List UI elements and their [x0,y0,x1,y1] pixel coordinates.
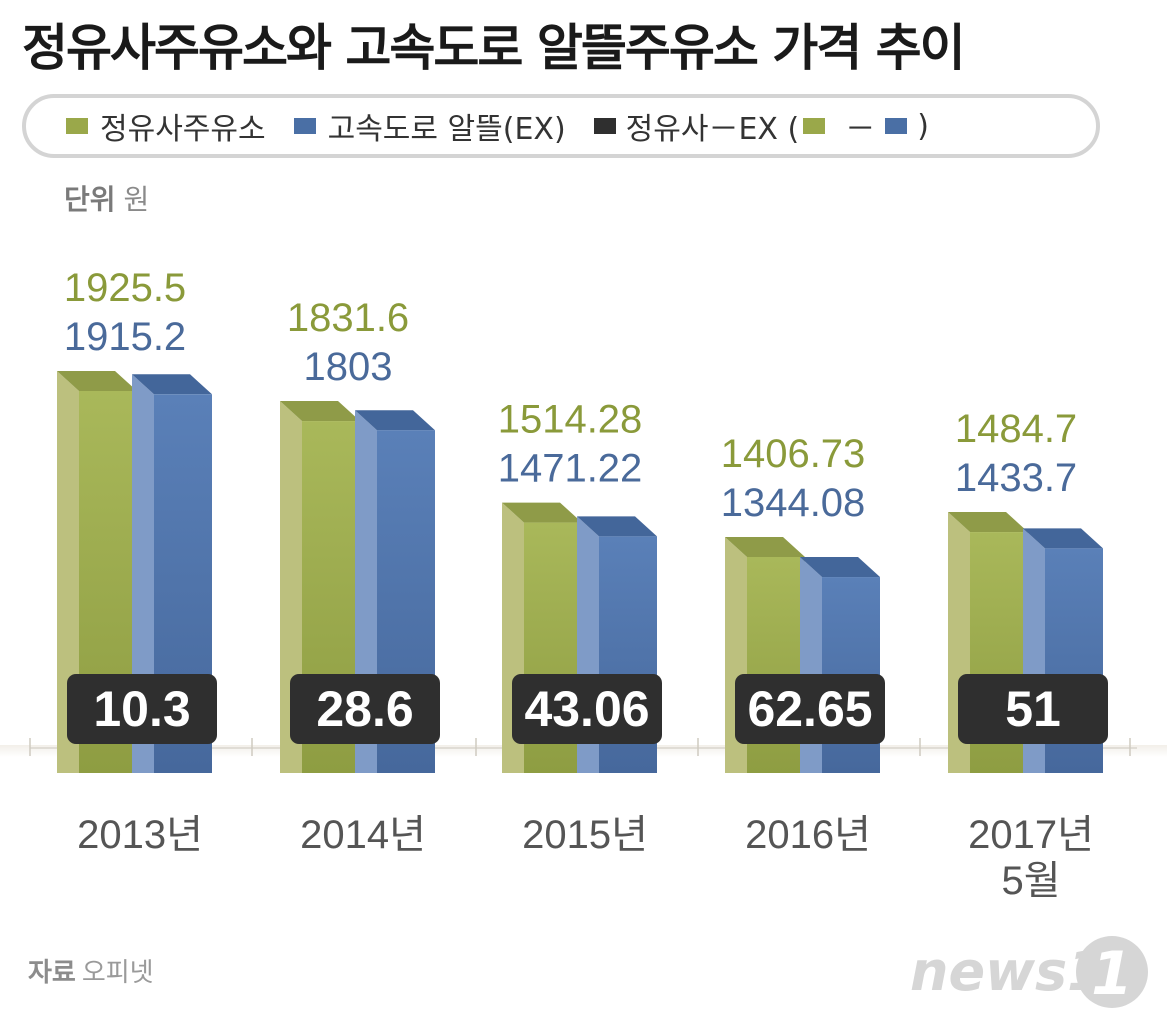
label-refinery-1: 1831.6 [287,296,409,340]
bar-refinery-1-top [280,401,360,422]
legend-swatch-difference [593,118,616,134]
legend-item-highway: 고속도로 알뜰(EX) [293,104,566,148]
diff-badge-3 [735,674,885,744]
bar-highway-2-top [577,516,657,537]
bar-refinery-3-top [725,537,805,557]
unit-label-value: 원 [123,183,150,216]
legend-mini-swatch-highway [885,118,908,134]
news1-logo-one: 1 [1091,939,1133,1009]
legend-swatch-refinery [66,118,88,134]
x-tick-label-4-0: 2017년 [968,813,1094,857]
diff-badge-2 [512,674,662,744]
bar-refinery-2-top [502,502,582,523]
legend-swatch-highway [293,118,316,134]
legend-label-highway: 고속도로 알뜰(EX) [327,112,566,147]
label-highway-2: 1471.22 [498,447,643,491]
x-tick-label-1: 2014년 [300,813,426,857]
diff-badge-0 [67,674,217,744]
bar-highway-4-top [1023,528,1103,549]
bar-highway-0-top [132,374,212,395]
x-tick-label-4-1: 5월 [1001,859,1060,903]
legend-close-paren: ) [917,108,929,144]
diff-label-4: 51 [1005,681,1061,737]
legend-item-difference: 정유사－EX ( － ) [593,104,929,148]
diff-label-0: 10.3 [93,681,190,737]
source-value: 오피넷 [81,958,154,988]
bar-highway-0-side [132,374,154,773]
unit-label: 단위 원 [64,178,149,218]
label-highway-0: 1915.2 [64,315,186,359]
legend-label-difference: 정유사－EX ( [625,112,800,147]
unit-label-title: 단위 [64,183,116,216]
label-highway-3: 1344.08 [721,481,866,525]
legend-minus-sign: － [845,112,876,147]
x-tick-label-2: 2015년 [522,813,648,857]
news1-logo-circle [1076,936,1148,1008]
diff-label-3: 62.65 [747,681,872,737]
legend: 정유사주유소 고속도로 알뜰(EX) 정유사－EX ( － ) [22,94,1100,158]
bar-refinery-0-side [57,371,79,773]
news1-logo: news1 1 [910,936,1148,1009]
label-refinery-3: 1406.73 [721,432,866,476]
diff-label-2: 43.06 [524,681,649,737]
diff-badge-4 [958,674,1108,744]
bar-refinery-0-top [57,371,137,391]
x-tick-label-0: 2013년 [77,813,203,857]
diff-label-1: 28.6 [316,681,413,737]
bar-refinery-4-top [948,512,1028,533]
legend-label-refinery: 정유사주유소 [100,112,266,147]
source-note: 자료 오피넷 [28,952,154,989]
x-tick-label-3: 2016년 [745,813,871,857]
news1-logo-text: news1 [910,940,1105,1003]
label-refinery-4: 1484.7 [955,407,1077,451]
diff-badge-1 [290,674,440,744]
label-refinery-2: 1514.28 [498,398,643,442]
label-highway-1: 1803 [304,345,393,389]
legend-mini-swatch-refinery [803,118,826,134]
bar-highway-3-top [800,557,880,578]
bar-highway-1-top [355,410,435,431]
label-refinery-0: 1925.5 [64,266,186,310]
label-highway-4: 1433.7 [955,456,1077,500]
source-label: 자료 [28,958,76,988]
legend-item-refinery: 정유사주유소 [66,104,266,148]
chart-title: 정유사주유소와 고속도로 알뜰주유소 가격 추이 [22,19,966,77]
